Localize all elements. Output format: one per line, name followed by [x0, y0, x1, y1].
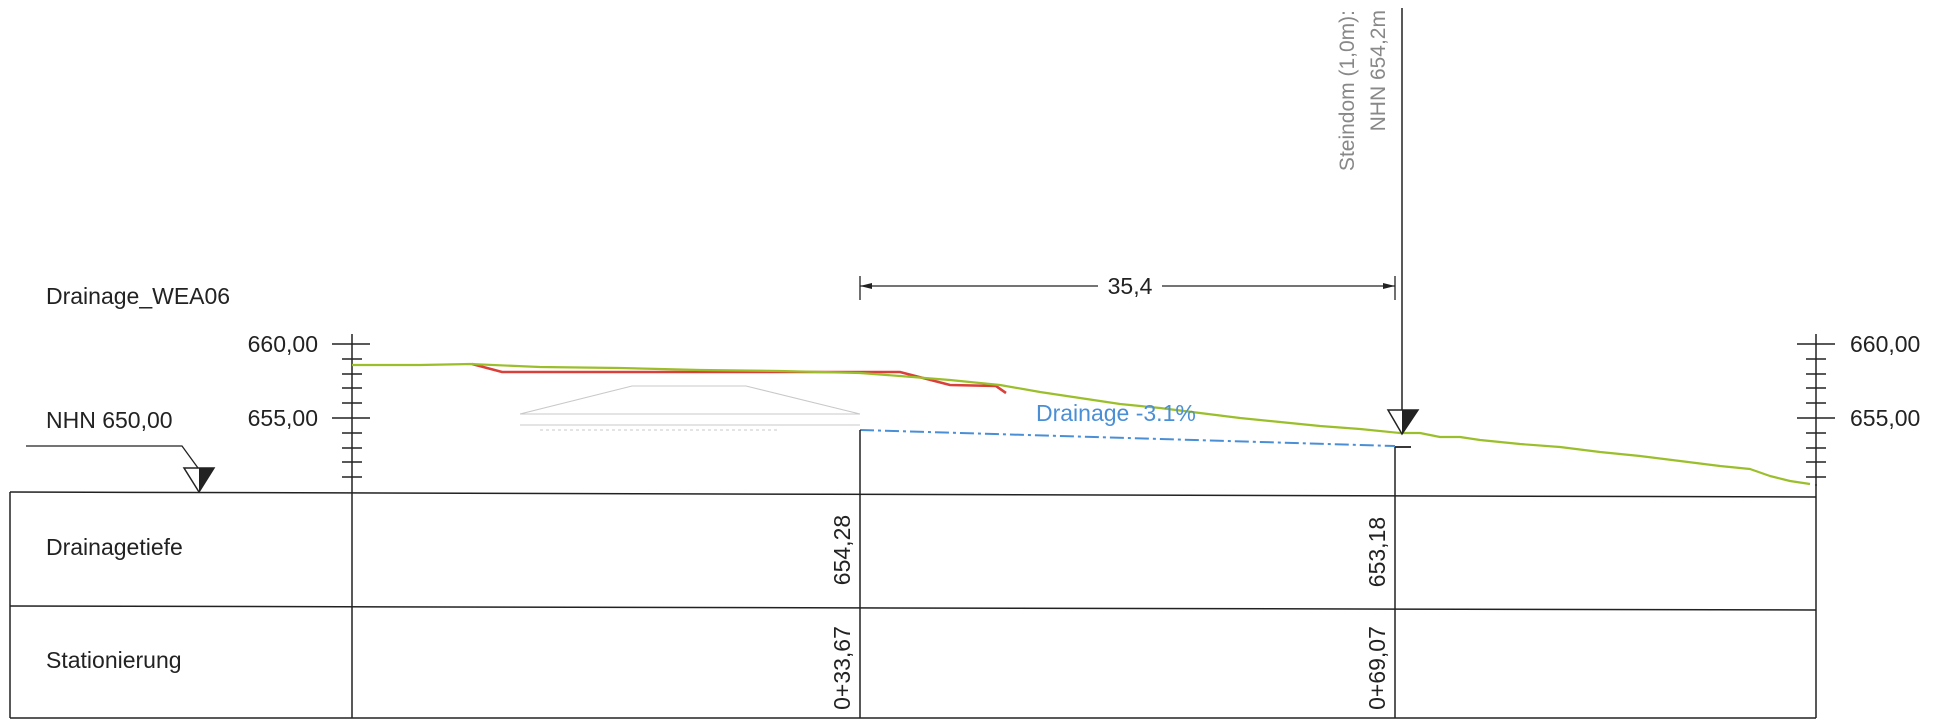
right-scale-label-660: 660,00 — [1850, 331, 1920, 357]
dimension-line — [859, 276, 1396, 300]
reference-level-label: NHN 650,00 — [46, 407, 173, 433]
profile-table — [9, 430, 1817, 719]
table-row-label-stationierung: Stationierung — [46, 647, 182, 673]
left-elevation-scale — [332, 334, 370, 492]
left-scale-label-655: 655,00 — [248, 405, 318, 431]
drainagetiefe-value-1: 654,28 — [829, 515, 855, 585]
drainage-line — [859, 429, 1396, 447]
right-elevation-scale — [1797, 334, 1835, 486]
steindom-label-line1: Steindom (1,0m): — [1336, 10, 1359, 171]
right-scale-label-655: 655,00 — [1850, 405, 1920, 431]
existing-surface-line — [471, 362, 1007, 395]
steindom-marker-fill — [1402, 410, 1418, 434]
profile-title: Drainage_WEA06 — [46, 283, 230, 309]
dimension-arrow-right-icon — [1383, 283, 1395, 289]
left-scale-label-660: 660,00 — [248, 331, 318, 357]
table-row-label-drainagetiefe: Drainagetiefe — [46, 534, 183, 560]
drainage-gradient-label: Drainage -3.1% — [1036, 400, 1196, 426]
stationierung-value-1: 0+33,67 — [829, 626, 855, 710]
dimension-arrow-left-icon — [860, 283, 872, 289]
reference-level-marker-fill — [199, 468, 214, 492]
steindom-label-line2: NHN 654,2m — [1367, 10, 1390, 131]
dimension-value: 35,4 — [1108, 273, 1153, 299]
drainagetiefe-value-2: 653,18 — [1364, 517, 1390, 587]
ghost-structure-outline — [519, 385, 861, 431]
terrain-line — [352, 362, 1811, 486]
stationierung-value-2: 0+69,07 — [1364, 626, 1390, 710]
reference-level-leader — [26, 445, 199, 469]
